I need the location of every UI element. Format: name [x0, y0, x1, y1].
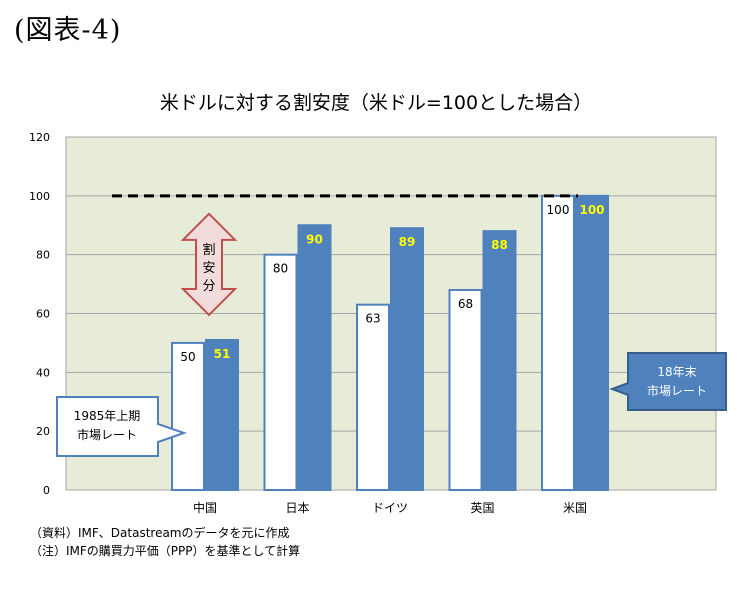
arrow-label: 安: [202, 261, 215, 276]
callout-1985-text: 1985年上期: [74, 409, 141, 423]
data-label: 88: [491, 238, 508, 252]
data-label: 90: [306, 232, 323, 246]
y-tick-label: 80: [36, 249, 50, 262]
data-label: 80: [273, 262, 288, 276]
callout-2018: [609, 352, 727, 411]
callout-1985-text: 市場レート: [77, 427, 137, 442]
arrow-label: 割: [202, 242, 215, 258]
x-tick-label: 中国: [193, 500, 217, 515]
chart-title: 米ドルに対する割安度（米ドル=100とした場合）: [159, 92, 593, 114]
note-source: （資料）IMF、Datastreamのデータを元に作成: [30, 526, 290, 540]
callout-2018-text: 市場レート: [647, 383, 707, 398]
y-tick-label: 20: [36, 425, 50, 438]
discount-arrow: [180, 212, 238, 317]
bar: [205, 338, 239, 491]
bar: [297, 224, 332, 491]
bar: [541, 194, 575, 491]
x-tick-label: 米国: [563, 501, 587, 515]
y-tick-label: 40: [36, 366, 50, 379]
callout-2018-text: 18年末: [657, 365, 696, 379]
arrow-label: 分: [202, 279, 215, 294]
data-label: 68: [458, 297, 473, 311]
data-label: 100: [579, 203, 604, 217]
bar: [171, 341, 205, 491]
x-tick-label: ドイツ: [372, 501, 408, 515]
y-tick-label: 0: [43, 484, 50, 497]
bar: [356, 303, 390, 491]
data-label: 89: [399, 235, 416, 249]
data-label: 50: [180, 350, 195, 364]
bar: [263, 253, 298, 491]
y-tick-label: 120: [29, 131, 50, 144]
bar: [482, 230, 517, 491]
bar: [390, 227, 424, 491]
data-label: 63: [365, 312, 380, 326]
x-tick-label: 日本: [285, 501, 309, 515]
data-label: 51: [214, 347, 231, 361]
bar: [575, 194, 609, 491]
y-tick-label: 60: [36, 308, 50, 321]
callout-1985: [56, 396, 188, 457]
figure-label: (図表-4): [14, 15, 122, 46]
x-tick-label: 英国: [470, 501, 494, 515]
source-notes: （資料）IMF、Datastreamのデータを元に作成 （注）IMFの購買力平価…: [30, 524, 300, 560]
y-tick-label: 100: [29, 190, 50, 203]
data-label: 100: [547, 203, 570, 217]
note-method: （注）IMFの購買力平価（PPP）を基準として計算: [30, 544, 301, 558]
bar: [448, 288, 483, 492]
